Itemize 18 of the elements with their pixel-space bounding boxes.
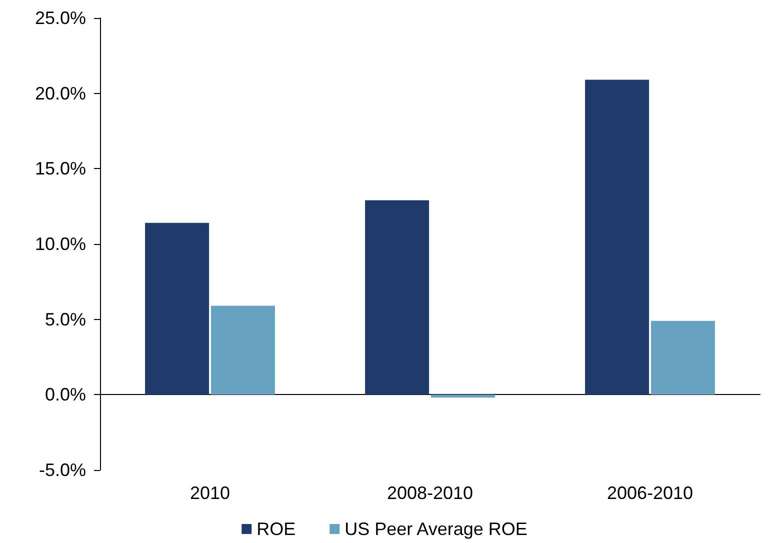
y-tick-label: 20.0% xyxy=(34,83,86,104)
y-tick-label: 0.0% xyxy=(44,384,86,405)
legend-label: ROE xyxy=(256,519,296,539)
bar xyxy=(650,320,715,395)
bar xyxy=(585,80,650,395)
y-tick-label: -5.0% xyxy=(38,460,86,480)
x-tick-label: 2006-2010 xyxy=(606,483,694,503)
y-tick-label: 5.0% xyxy=(44,309,86,330)
bar xyxy=(145,222,210,395)
y-tick-label: 10.0% xyxy=(34,234,86,254)
y-tick-label: 15.0% xyxy=(34,158,86,179)
x-tick-label: 2008-2010 xyxy=(386,483,474,503)
y-tick-label: 25.0% xyxy=(34,8,86,28)
bar xyxy=(210,306,275,395)
bar xyxy=(365,200,430,395)
legend-label: US Peer Average ROE xyxy=(344,519,528,539)
bar xyxy=(430,394,495,398)
x-tick-label: 2010 xyxy=(190,483,230,503)
